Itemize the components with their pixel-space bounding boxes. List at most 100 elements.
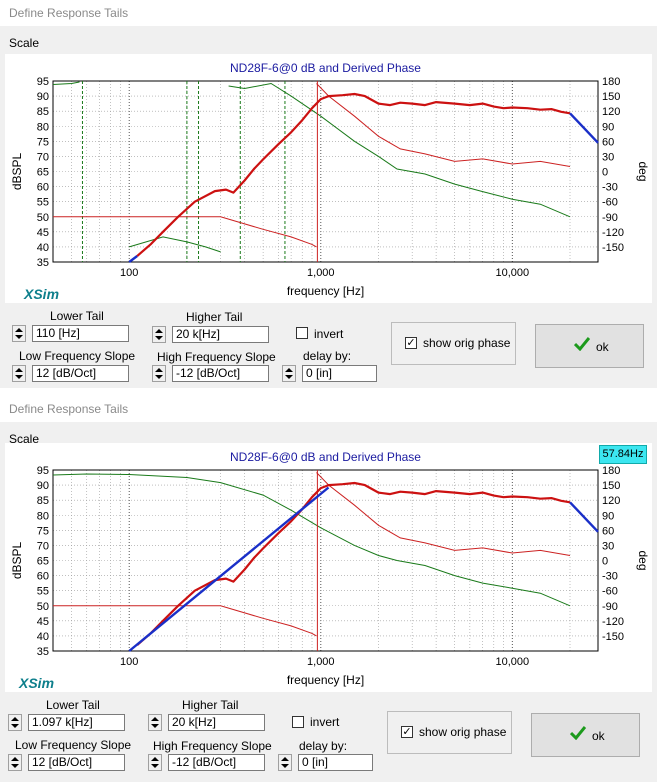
y-tick-label: 45 xyxy=(37,227,49,239)
invert-checkbox[interactable] xyxy=(296,327,308,339)
chart-title: ND28F-6@0 dB and Derived Phase xyxy=(230,450,421,464)
y2-tick-label: 90 xyxy=(602,121,614,133)
ok-button[interactable]: ok xyxy=(535,324,644,368)
y2-axis-label: deg xyxy=(636,550,650,570)
dialog-bottom: Define Response Tails Scale ND28F-6@0 dB… xyxy=(0,396,657,782)
ok-button-label: ok xyxy=(592,729,605,743)
y2-tick-label: 30 xyxy=(602,540,614,552)
y-tick-label: 80 xyxy=(37,510,49,522)
y-tick-label: 50 xyxy=(37,212,49,224)
y-tick-label: 45 xyxy=(37,616,49,628)
delay-input[interactable]: 0 [in] xyxy=(298,754,373,771)
y2-tick-label: 150 xyxy=(602,480,620,492)
y2-tick-label: 60 xyxy=(602,136,614,148)
y-tick-label: 40 xyxy=(37,631,49,643)
lower-tail-label: Lower Tail xyxy=(50,309,104,323)
higher-tail-input[interactable]: 20 k[Hz] xyxy=(172,326,269,343)
show-orig-phase-group: ✓ show orig phase xyxy=(387,711,512,754)
y2-tick-label: 30 xyxy=(602,151,614,163)
high-slope-input[interactable]: -12 [dB/Oct] xyxy=(168,754,265,771)
y2-tick-label: -90 xyxy=(602,212,618,224)
high-slope-stepper[interactable] xyxy=(148,754,162,771)
higher-tail-stepper[interactable] xyxy=(152,326,166,343)
menu-scale[interactable]: Scale xyxy=(9,432,40,446)
high-slope-stepper[interactable] xyxy=(152,365,166,382)
high-slope-input[interactable]: -12 [dB/Oct] xyxy=(172,365,269,382)
y-tick-label: 85 xyxy=(37,106,49,118)
show-orig-phase-checkbox[interactable]: ✓ xyxy=(401,726,413,738)
chart-area: ND28F-6@0 dB and Derived Phase 95 90 85 80 75… xyxy=(5,443,652,692)
delay-stepper[interactable] xyxy=(282,365,296,382)
high-slope-label: High Frequency Slope xyxy=(157,350,276,364)
low-slope-stepper[interactable] xyxy=(12,365,26,382)
lower-tail-stepper[interactable] xyxy=(8,714,22,731)
y2-tick-label: -30 xyxy=(602,571,618,583)
show-orig-phase-label: show orig phase xyxy=(419,725,507,739)
low-slope-input[interactable]: 12 [dB/Oct] xyxy=(32,365,129,382)
x-tick-label: 10,000 xyxy=(496,267,530,279)
x-tick-label: 10,000 xyxy=(496,656,530,668)
low-slope-label: Low Frequency Slope xyxy=(15,738,132,752)
ok-button-label: ok xyxy=(596,340,609,354)
higher-tail-stepper[interactable] xyxy=(148,714,162,731)
y2-tick-label: -150 xyxy=(602,631,624,643)
y2-tick-label: -90 xyxy=(602,601,618,613)
low-slope-input[interactable]: 12 [dB/Oct] xyxy=(28,754,125,771)
y2-tick-label: -150 xyxy=(602,242,624,254)
chart-area: ND28F-6@0 dB and Derived Phase 95 90 85 80 75… xyxy=(5,54,652,303)
y-tick-label: 60 xyxy=(37,182,49,194)
phase-curve-red xyxy=(53,216,317,248)
x-tick-label: 1,000 xyxy=(307,656,335,668)
x-axis-label: frequency [Hz] xyxy=(287,284,364,298)
plot-frame xyxy=(52,80,599,263)
y2-tick-label: 90 xyxy=(602,510,614,522)
delay-stepper[interactable] xyxy=(278,754,292,771)
y2-tick-label: 120 xyxy=(602,495,620,507)
show-orig-phase-checkbox[interactable]: ✓ xyxy=(405,337,417,349)
green-check-icon xyxy=(570,726,586,740)
higher-tail-label: Higher Tail xyxy=(186,310,243,324)
cursor-frequency-readout: 57.84Hz xyxy=(599,445,647,464)
delay-label: delay by: xyxy=(303,349,352,363)
tail-line xyxy=(128,486,330,652)
y-tick-label: 40 xyxy=(37,242,49,254)
higher-tail-label: Higher Tail xyxy=(182,698,239,712)
y-tick-label: 75 xyxy=(37,136,49,148)
high-slope-label: High Frequency Slope xyxy=(153,739,272,753)
y2-tick-label: 60 xyxy=(602,525,614,537)
delay-input[interactable]: 0 [in] xyxy=(302,365,377,382)
y2-tick-label: 150 xyxy=(602,91,620,103)
lower-tail-input[interactable]: 1.097 k[Hz] xyxy=(28,714,125,731)
chart-title: ND28F-6@0 dB and Derived Phase xyxy=(230,61,421,75)
y-tick-label: 70 xyxy=(37,151,49,163)
show-orig-phase-group: ✓ show orig phase xyxy=(391,322,516,365)
green-check-icon xyxy=(574,337,590,351)
invert-checkbox[interactable] xyxy=(292,716,304,728)
higher-tail-input[interactable]: 20 k[Hz] xyxy=(168,714,265,731)
low-slope-stepper[interactable] xyxy=(8,754,22,771)
y2-tick-label: -120 xyxy=(602,616,624,628)
spl-curve xyxy=(136,92,571,257)
spl-curve xyxy=(136,481,571,646)
y-tick-label: 95 xyxy=(37,465,49,477)
response-chart[interactable]: ND28F-6@0 dB and Derived Phase 95 90 85 80 75… xyxy=(5,54,652,303)
response-chart[interactable]: ND28F-6@0 dB and Derived Phase 95 90 85 80 75… xyxy=(5,443,652,692)
phase-curve-red xyxy=(316,83,571,167)
tail-line xyxy=(569,501,599,533)
lower-tail-input[interactable]: 110 [Hz] xyxy=(32,325,129,342)
ok-button[interactable]: ok xyxy=(531,713,640,757)
phase-curve-red xyxy=(53,605,317,637)
y-tick-label: 55 xyxy=(37,197,49,209)
x-axis-label: frequency [Hz] xyxy=(287,673,364,687)
x-tick-label: 100 xyxy=(120,656,138,668)
y-axis-label: dBSPL xyxy=(10,541,24,579)
xsim-logo: XSim xyxy=(19,675,55,691)
plot-frame xyxy=(52,469,599,652)
menu-scale[interactable]: Scale xyxy=(9,36,40,50)
y-tick-label: 65 xyxy=(37,167,49,179)
lower-tail-stepper[interactable] xyxy=(12,325,26,342)
y2-tick-label: 0 xyxy=(602,556,608,568)
y-tick-label: 35 xyxy=(37,646,49,658)
lower-tail-label: Lower Tail xyxy=(46,698,100,712)
invert-label: invert xyxy=(314,327,344,341)
